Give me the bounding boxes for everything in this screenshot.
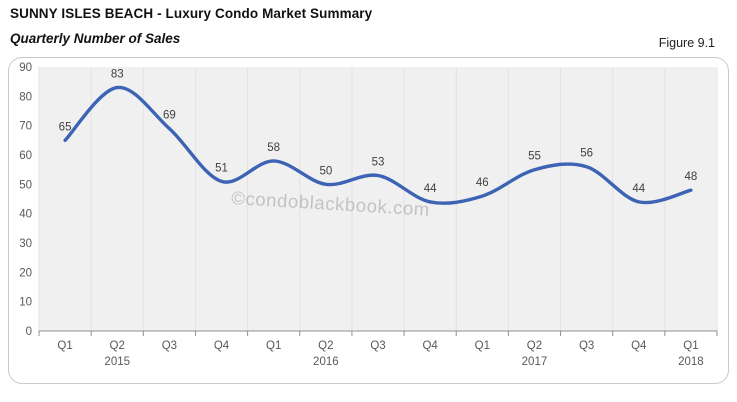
data-label: 51 xyxy=(215,162,228,174)
x-axis-label: Q1 xyxy=(266,340,281,352)
x-axis-label: Q1 xyxy=(475,340,490,352)
x-axis-label: Q3 xyxy=(370,340,385,352)
x-axis-label: Q3 xyxy=(162,340,177,352)
y-axis-label: 70 xyxy=(19,121,32,133)
y-axis-label: 0 xyxy=(26,326,32,338)
x-axis-label: Q1 xyxy=(683,340,698,352)
data-label: 83 xyxy=(111,69,124,81)
y-axis-label: 90 xyxy=(19,62,32,74)
x-axis-label: Q3 xyxy=(579,340,594,352)
sales-line-chart: ©condoblackbook.com 0102030405060708090 … xyxy=(19,62,718,368)
data-label: 44 xyxy=(632,183,645,195)
y-axis-label: 30 xyxy=(19,238,32,250)
data-label: 65 xyxy=(59,121,72,133)
series-data-labels: 65 83 69 51 58 50 53 44 46 55 56 44 48 xyxy=(59,69,698,195)
year-label: 2018 xyxy=(678,356,704,368)
chart-frame: ©condoblackbook.com 0 10 20 30 40 50 60 70 80 90 … xyxy=(8,57,729,384)
x-axis-label: Q2 xyxy=(318,340,333,352)
y-axis-label: 80 xyxy=(19,91,32,103)
y-axis-label: 60 xyxy=(19,150,32,162)
x-axis-label: Q2 xyxy=(110,340,125,352)
y-axis-label: 20 xyxy=(19,267,32,279)
page-title: SUNNY ISLES BEACH - Luxury Condo Market … xyxy=(10,6,373,21)
x-axis-label: Q1 xyxy=(57,340,72,352)
x-axis xyxy=(38,330,718,336)
y-axis-tick-labels: 0 10 20 30 40 50 60 70 80 90 xyxy=(19,62,32,338)
y-axis-label: 40 xyxy=(19,209,32,221)
y-axis-label: 10 xyxy=(19,297,32,309)
data-label: 44 xyxy=(424,183,437,195)
year-label: 2016 xyxy=(313,356,339,368)
x-axis-label: Q4 xyxy=(631,340,647,352)
data-label: 48 xyxy=(685,171,698,183)
data-label: 55 xyxy=(528,151,541,163)
x-axis-tick-labels: Q1 Q2 Q3 Q4 Q1 Q2 Q3 Q4 Q1 Q2 Q3 Q4 Q1 2015 2016 2017 20… xyxy=(57,340,703,368)
sales-series-line xyxy=(63,85,693,205)
year-label: 2015 xyxy=(104,356,130,368)
chart-subtitle: Quarterly Number of Sales xyxy=(10,31,181,46)
data-label: 69 xyxy=(163,110,176,122)
data-label: 56 xyxy=(580,148,593,160)
x-axis-label: Q4 xyxy=(214,340,230,352)
data-label: 58 xyxy=(267,142,280,154)
y-axis-label: 50 xyxy=(19,179,32,191)
year-label: 2017 xyxy=(522,356,548,368)
x-axis-label: Q4 xyxy=(422,340,438,352)
figure-number-label: Figure 9.1 xyxy=(658,36,715,50)
x-axis-label: Q2 xyxy=(527,340,542,352)
data-label: 50 xyxy=(319,165,332,177)
data-label: 46 xyxy=(476,177,489,189)
vertical-gridlines xyxy=(38,67,718,331)
data-label: 53 xyxy=(372,157,385,169)
